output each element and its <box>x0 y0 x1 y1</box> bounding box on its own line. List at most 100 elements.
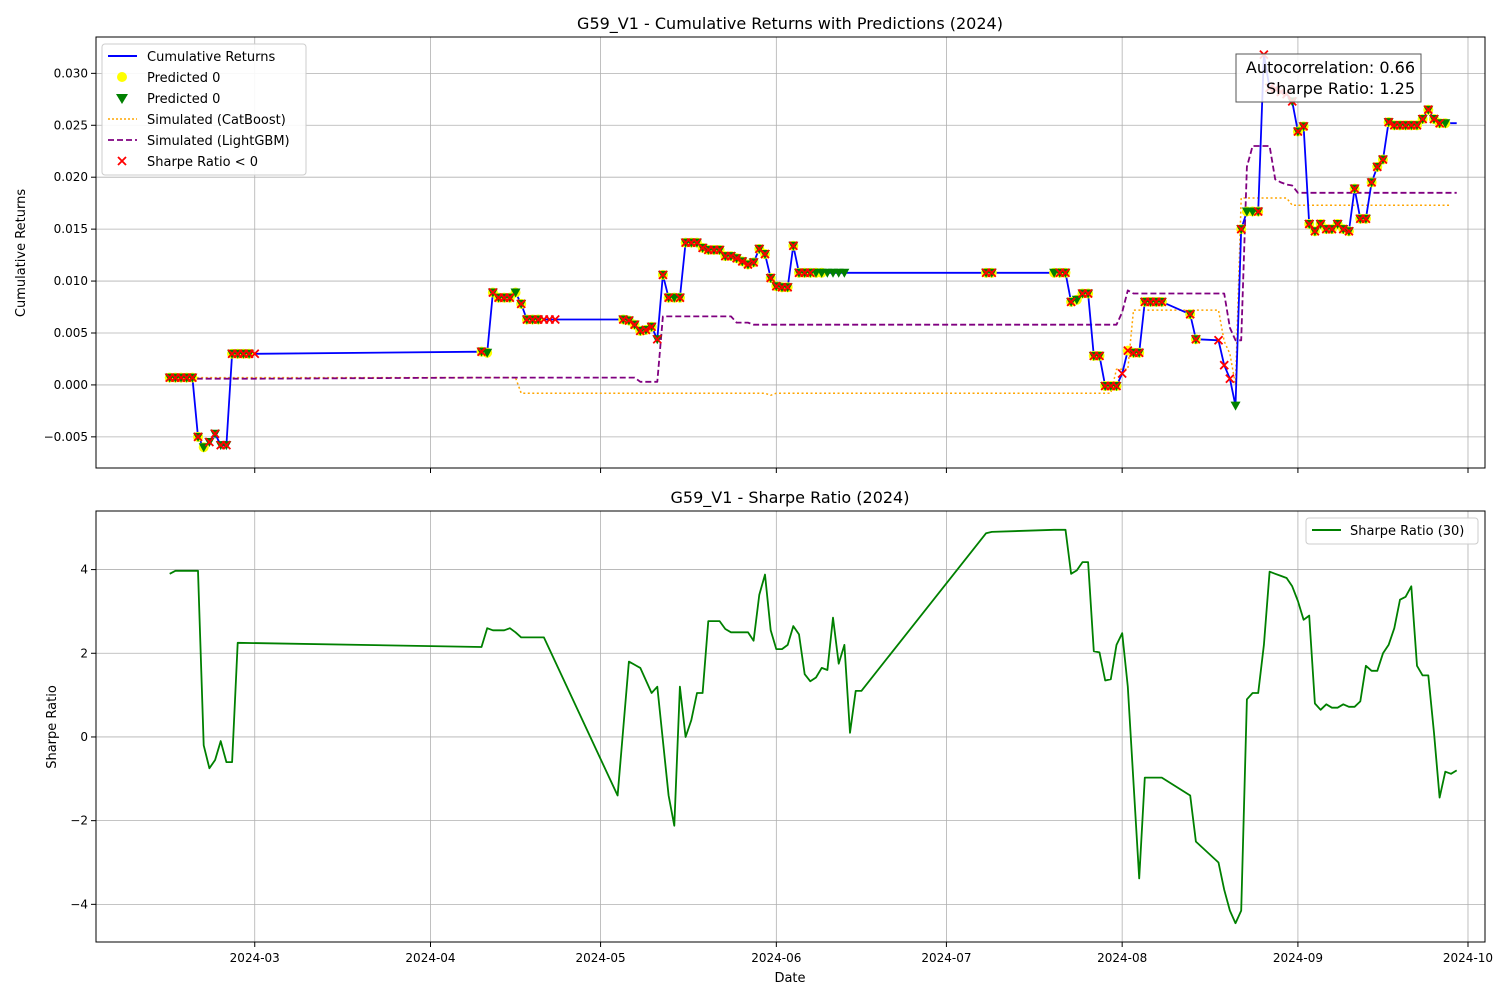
legend-label-predicted-triangle: Predicted 0 <box>147 92 220 107</box>
sharpe-negative-point <box>1344 226 1354 236</box>
legend-swatch-sharpe-negative <box>117 156 127 166</box>
sharpe-negative-point <box>476 347 487 357</box>
cumulative-returns-panel: G59_V1 - Cumulative Returns with Predict… <box>14 14 1486 473</box>
top-y-tick-label: 0.005 <box>54 326 88 340</box>
sharpe-negative-point <box>749 257 759 268</box>
sharpe-ratio-text: Sharpe Ratio: 1.25 <box>1266 79 1415 98</box>
top-y-tick-label: 0.015 <box>54 222 88 236</box>
predicted-triangle-point <box>1230 401 1241 411</box>
top-y-axis-label: Cumulative Returns <box>14 189 29 317</box>
legend-swatch-predicted-triangle <box>116 94 128 104</box>
legend-label-predicted-circle: Predicted 0 <box>147 71 220 86</box>
top-legend: Cumulative Returns Predicted 0 Predicted… <box>101 43 307 176</box>
sharpe-negative-point <box>1253 206 1263 217</box>
sharpe-negative-point <box>1123 346 1133 356</box>
sharpe-negative-point <box>1304 219 1314 229</box>
predicted-triangle-point <box>510 288 521 298</box>
sharpe-ratio-line <box>169 528 1458 925</box>
bottom-y-tick-label: −4 <box>70 897 88 911</box>
bottom-legend: Sharpe Ratio (30) <box>1305 517 1479 545</box>
sharpe-negative-point <box>193 432 203 442</box>
sharpe-negative-point <box>1383 117 1394 127</box>
sharpe-negative-point <box>987 268 997 278</box>
bottom-y-tick-label: 0 <box>80 730 88 744</box>
top-x-ticks <box>254 468 1469 473</box>
top-y-tick-label: 0.010 <box>54 274 88 288</box>
autocorrelation-text: Autocorrelation: 0.66 <box>1246 58 1415 77</box>
sharpe-negative-point <box>1429 114 1439 124</box>
bottom-y-ticks: −4 −2 0 2 4 <box>70 563 96 911</box>
sharpe-negative-point <box>1111 381 1122 391</box>
sharpe-negative-point <box>1219 360 1229 370</box>
top-chart-title: G59_V1 - Cumulative Returns with Predict… <box>577 14 1003 34</box>
bottom-x-tick-label: 2024-09 <box>1273 951 1323 965</box>
bottom-chart-title: G59_V1 - Sharpe Ratio (2024) <box>671 488 910 508</box>
sharpe-negative-point <box>663 293 674 303</box>
sharpe-negative-point <box>624 315 634 326</box>
sharpe-negative-point <box>1310 226 1320 236</box>
sharpe-negative-point <box>1134 348 1144 358</box>
sharpe-negative-point <box>1060 268 1071 278</box>
predicted-triangle-point <box>1440 119 1451 129</box>
top-y-tick-label: 0.025 <box>54 118 88 132</box>
bottom-series-layer <box>169 528 1458 925</box>
sharpe-negative-point <box>1366 177 1377 188</box>
sharpe-negative-point <box>1191 334 1201 344</box>
legend-label-sharpe-negative: Sharpe Ratio < 0 <box>147 155 258 170</box>
sharpe-negative-point <box>1423 105 1433 115</box>
bottom-y-tick-label: 2 <box>80 646 88 660</box>
sharpe-negative-point <box>646 322 657 332</box>
legend-label-lightgbm: Simulated (LightGBM) <box>147 134 290 149</box>
sharpe-negative-point <box>1418 114 1428 124</box>
sharpe-negative-point <box>1378 154 1388 165</box>
sharpe-negative-point <box>732 253 742 263</box>
top-legend-frame <box>101 43 307 176</box>
sharpe-negative-point <box>658 270 668 280</box>
sharpe-negative-point <box>1066 297 1076 307</box>
top-plot-frame <box>95 36 1486 469</box>
sharpe-negative-point <box>187 373 198 383</box>
bottom-grid <box>96 511 1485 942</box>
bottom-x-tick-label: 2024-06 <box>751 951 801 965</box>
sharpe-negative-point <box>516 299 526 309</box>
sharpe-negative-point <box>766 273 776 283</box>
legend-label-sharpe-30: Sharpe Ratio (30) <box>1350 524 1464 539</box>
bottom-x-tick-label: 2024-03 <box>230 951 280 965</box>
sharpe-negative-point <box>1435 118 1445 128</box>
sharpe-negative-point <box>1298 121 1309 131</box>
bottom-x-tick-label: 2024-10 <box>1443 951 1493 965</box>
bottom-x-ticks: 2024-03 2024-04 2024-05 2024-06 2024-07 2024-… <box>230 942 1493 965</box>
sharpe-negative-point <box>737 256 747 266</box>
sharpe-negative-point <box>250 349 260 359</box>
bottom-y-axis-label: Sharpe Ratio <box>45 685 60 769</box>
sharpe-negative-point <box>1361 214 1371 224</box>
sharpe-negative-point <box>550 314 560 325</box>
legend-swatch-predicted-circle <box>117 72 127 82</box>
sharpe-negative-point <box>505 293 515 303</box>
sharpe-negative-point <box>1213 335 1224 345</box>
sharpe-negative-point <box>743 259 753 270</box>
top-y-tick-label: 0.020 <box>54 170 88 184</box>
bottom-x-tick-label: 2024-04 <box>405 951 455 965</box>
bottom-legend-frame <box>1305 517 1479 545</box>
top-grid <box>96 37 1485 468</box>
top-y-ticks: −0.005 0.000 0.005 0.010 0.015 0.020 0.025 0.03… <box>44 66 96 444</box>
bottom-y-tick-label: 4 <box>80 563 88 577</box>
sharpe-negative-point <box>1117 368 1127 379</box>
bottom-x-tick-label: 2024-08 <box>1097 951 1147 965</box>
sharpe-negative-point <box>1094 351 1105 361</box>
sharpe-negative-point <box>1225 374 1235 384</box>
sharpe-negative-point <box>760 249 770 259</box>
sharpe-negative-point <box>697 243 708 253</box>
sharpe-negative-point <box>805 268 815 278</box>
predicted-triangle-point <box>839 268 850 278</box>
sharpe-ratio-panel: G59_V1 - Sharpe Ratio (2024) −4 −2 0 2 4 202… <box>45 488 1493 986</box>
sharpe-negative-point <box>1185 309 1195 319</box>
sharpe-negative-point <box>641 325 651 335</box>
bottom-x-tick-label: 2024-05 <box>576 951 626 965</box>
top-y-tick-label: 0.000 <box>54 378 88 392</box>
sharpe-negative-point <box>675 293 685 303</box>
sharpe-negative-point <box>204 437 215 447</box>
top-series-layer <box>164 50 1457 453</box>
